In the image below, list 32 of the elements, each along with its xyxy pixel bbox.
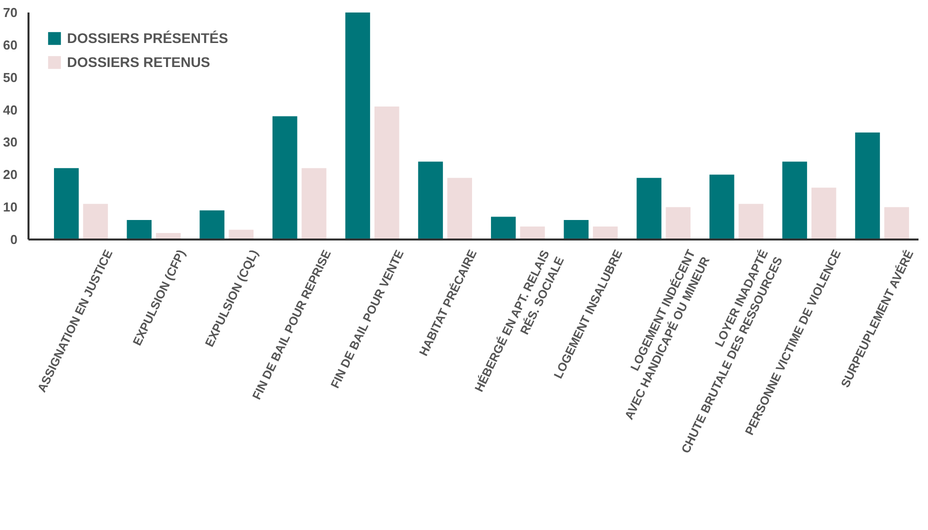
y-tick-label: 60: [3, 37, 18, 52]
y-tick-label: 70: [3, 5, 18, 20]
bar: [54, 168, 79, 240]
bar: [418, 162, 443, 240]
bar: [811, 188, 836, 240]
bar: [302, 168, 326, 240]
y-tick-label: 40: [3, 102, 18, 118]
y-tick-label: 30: [3, 134, 18, 150]
bar: [782, 162, 808, 240]
bar: [884, 207, 910, 240]
y-tick-label: 10: [3, 200, 18, 215]
bar: [520, 226, 545, 240]
bar: [272, 116, 298, 240]
bar: [490, 216, 516, 240]
legend-label: DOSSIERS PRÉSENTÉS: [67, 30, 228, 46]
bar: [345, 12, 370, 240]
legend-label: DOSSIERS RETENUS: [67, 54, 210, 70]
bar: [83, 204, 108, 240]
bar: [374, 106, 400, 240]
bar: [855, 132, 880, 240]
bar: [738, 204, 764, 240]
bar: [636, 178, 662, 240]
bar: [200, 210, 224, 240]
y-tick-label: 50: [3, 70, 18, 85]
bar: [126, 220, 152, 240]
y-tick-label: 20: [3, 167, 18, 182]
bar: [447, 178, 472, 240]
bar: [666, 207, 691, 240]
bar: [592, 226, 618, 240]
bar: [709, 174, 734, 240]
y-tick-label: 0: [10, 232, 18, 247]
bar: [564, 220, 589, 240]
